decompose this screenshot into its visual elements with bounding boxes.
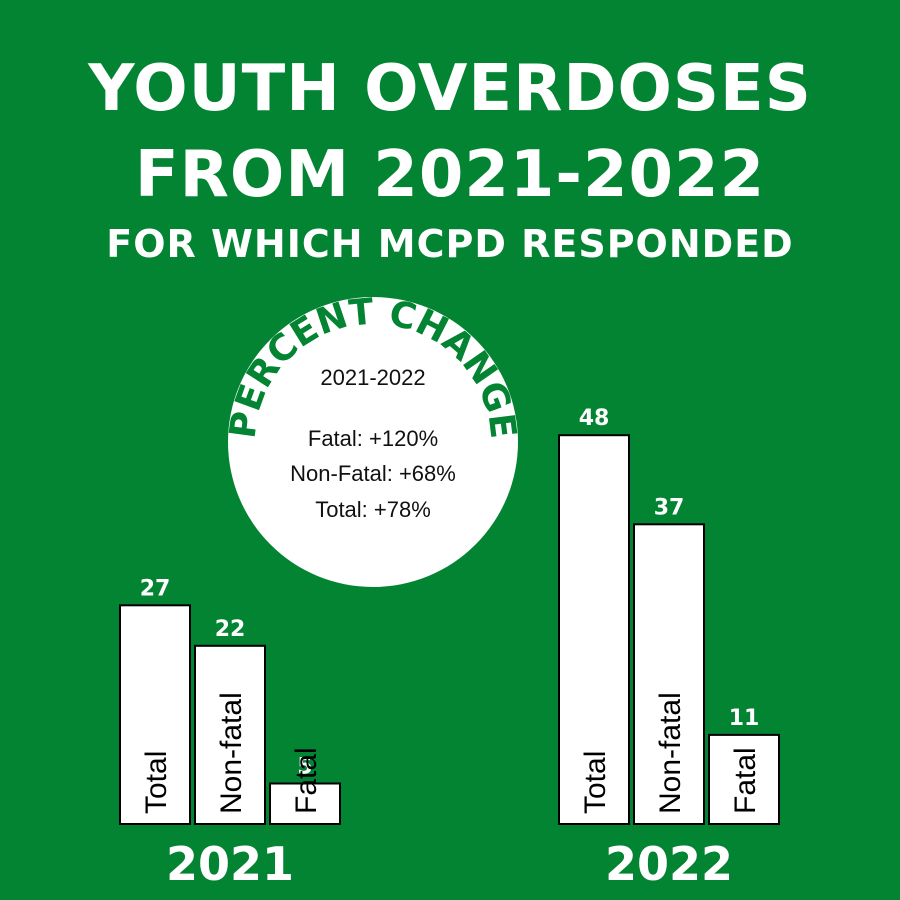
subtitle: FOR WHICH MCPD RESPONDED xyxy=(106,222,794,266)
bar-2022-fatal xyxy=(708,733,780,826)
value-label-2021-total: 27 xyxy=(140,576,171,601)
bar-2022-total xyxy=(558,434,630,825)
category-label-2021-fatal: Fatal xyxy=(290,747,323,814)
value-label-2022-non-fatal: 37 xyxy=(654,495,685,520)
category-label-2022-total: Total xyxy=(579,751,612,814)
title-line-1: YOUTH OVERDOSES xyxy=(88,52,812,126)
value-label-2021-fatal: 5 xyxy=(297,755,312,780)
badge-line-fatal: Fatal: +120% xyxy=(308,426,438,451)
value-label-2021-non-fatal: 22 xyxy=(215,617,246,642)
bar-2022-non-fatal xyxy=(633,523,705,825)
badge-line-total: Total: +78% xyxy=(315,497,431,522)
badge-line-nonfatal: Non-Fatal: +68% xyxy=(290,461,456,486)
category-label-2021-total: Total xyxy=(140,751,173,814)
category-label-2021-non-fatal: Non-fatal xyxy=(215,692,248,814)
badge-circle xyxy=(228,297,518,587)
bar-2021-fatal xyxy=(269,782,341,825)
year-label-2021: 2021 xyxy=(166,837,294,891)
bar-2021-total xyxy=(119,604,191,825)
value-label-2022-fatal: 11 xyxy=(729,706,760,731)
year-label-2022: 2022 xyxy=(605,837,733,891)
value-label-2022-total: 48 xyxy=(579,406,610,431)
category-label-2022-non-fatal: Non-fatal xyxy=(654,692,687,814)
title-line-2: FROM 2021-2022 xyxy=(134,138,766,212)
category-label-2022-fatal: Fatal xyxy=(729,747,762,814)
bar-2021-non-fatal xyxy=(194,644,266,825)
badge-period: 2021-2022 xyxy=(320,365,425,390)
